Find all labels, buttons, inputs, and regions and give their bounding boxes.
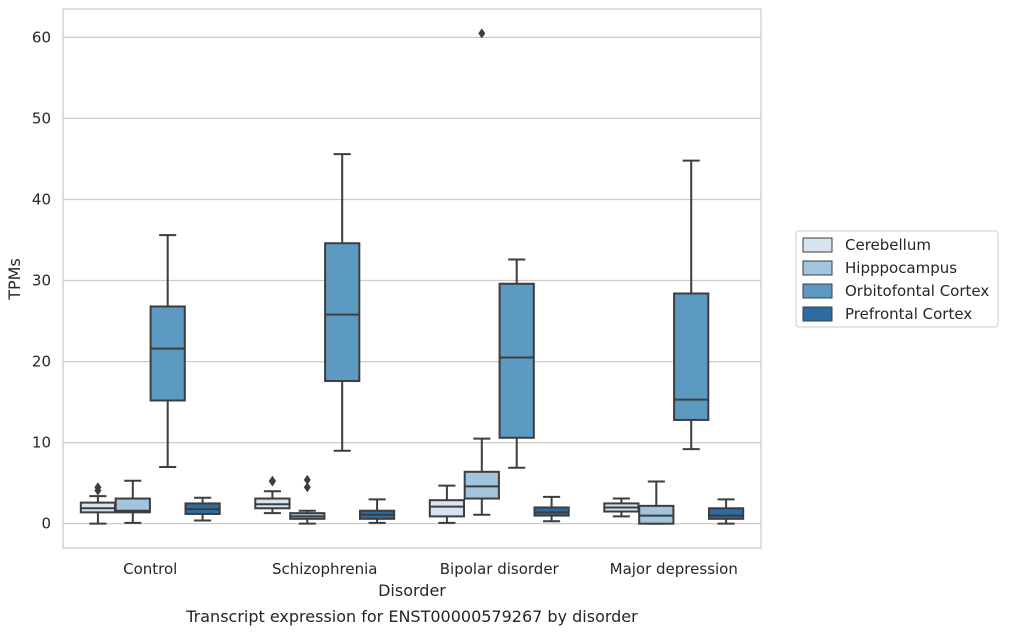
x-axis-label: Disorder xyxy=(378,581,446,600)
iqr-box xyxy=(428,499,466,518)
iqr-box xyxy=(498,282,535,439)
iqr-box xyxy=(707,507,745,520)
y-tick-label: 10 xyxy=(32,434,51,452)
legend: Cerebellum Hipppocampus Orbitofontal Corte… xyxy=(795,230,999,328)
series-orbitofontal-cortex xyxy=(149,153,710,469)
box-series xyxy=(79,28,745,525)
box-control xyxy=(79,482,117,525)
box-major-depression xyxy=(603,497,640,518)
series-hipppocampus xyxy=(114,28,675,525)
y-tick-label: 60 xyxy=(32,28,51,46)
legend-label: Hipppocampus xyxy=(845,259,957,277)
legend-frame xyxy=(795,230,999,328)
outlier-point xyxy=(478,28,486,39)
x-tick-label: Major depression xyxy=(610,560,738,578)
box-control xyxy=(184,496,221,522)
legend-swatch xyxy=(802,237,833,253)
box-schizophrenia xyxy=(254,475,291,515)
box-major-depression xyxy=(638,480,675,525)
chart-caption: Transcript expression for ENST0000057926… xyxy=(185,607,638,626)
box-major-depression xyxy=(707,498,745,525)
box-control xyxy=(114,479,151,524)
iqr-box xyxy=(149,305,186,402)
box-bipolar-disorder xyxy=(498,258,535,469)
plot-area-frame xyxy=(62,8,762,549)
box-bipolar-disorder xyxy=(428,484,466,524)
y-tick-label: 20 xyxy=(32,353,51,371)
iqr-box xyxy=(673,292,710,421)
legend-swatch xyxy=(802,283,833,299)
iqr-box xyxy=(114,497,151,514)
x-tick-label: Schizophrenia xyxy=(272,560,377,578)
outlier-point xyxy=(303,474,311,485)
series-cerebellum xyxy=(79,475,640,525)
y-tick-label: 40 xyxy=(32,190,51,208)
box-schizophrenia xyxy=(358,498,396,524)
x-tick-label: Control xyxy=(123,560,177,578)
box-control xyxy=(149,234,186,468)
legend-items: Cerebellum Hipppocampus Orbitofontal Corte… xyxy=(802,236,989,323)
legend-swatch xyxy=(802,260,833,276)
outlier-point xyxy=(303,482,311,493)
legend-swatch xyxy=(802,306,833,322)
outlier-point xyxy=(268,475,276,486)
y-tick-label: 0 xyxy=(41,515,51,533)
y-tick-label: 30 xyxy=(32,272,51,290)
iqr-box xyxy=(463,470,500,500)
legend-label: Prefrontal Cortex xyxy=(845,305,972,323)
legend-label: Orbitofontal Cortex xyxy=(845,282,989,300)
x-tick-label: Bipolar disorder xyxy=(440,560,560,578)
box-bipolar-disorder xyxy=(463,28,500,516)
iqr-box xyxy=(324,242,361,383)
legend-label: Cerebellum xyxy=(845,236,931,254)
box-bipolar-disorder xyxy=(533,495,570,523)
y-tick-label: 50 xyxy=(32,109,51,127)
box-major-depression xyxy=(673,159,710,451)
x-axis-ticks: Control Schizophrenia Bipolar disorder Majo… xyxy=(123,560,738,578)
y-axis-ticks: 0 10 20 30 40 50 60 xyxy=(32,28,51,532)
box-schizophrenia xyxy=(289,474,326,525)
outlier-point xyxy=(94,482,102,493)
box-schizophrenia xyxy=(324,153,361,452)
y-axis-label: TPMs xyxy=(5,258,24,301)
series-prefrontal-cortex xyxy=(184,495,745,525)
